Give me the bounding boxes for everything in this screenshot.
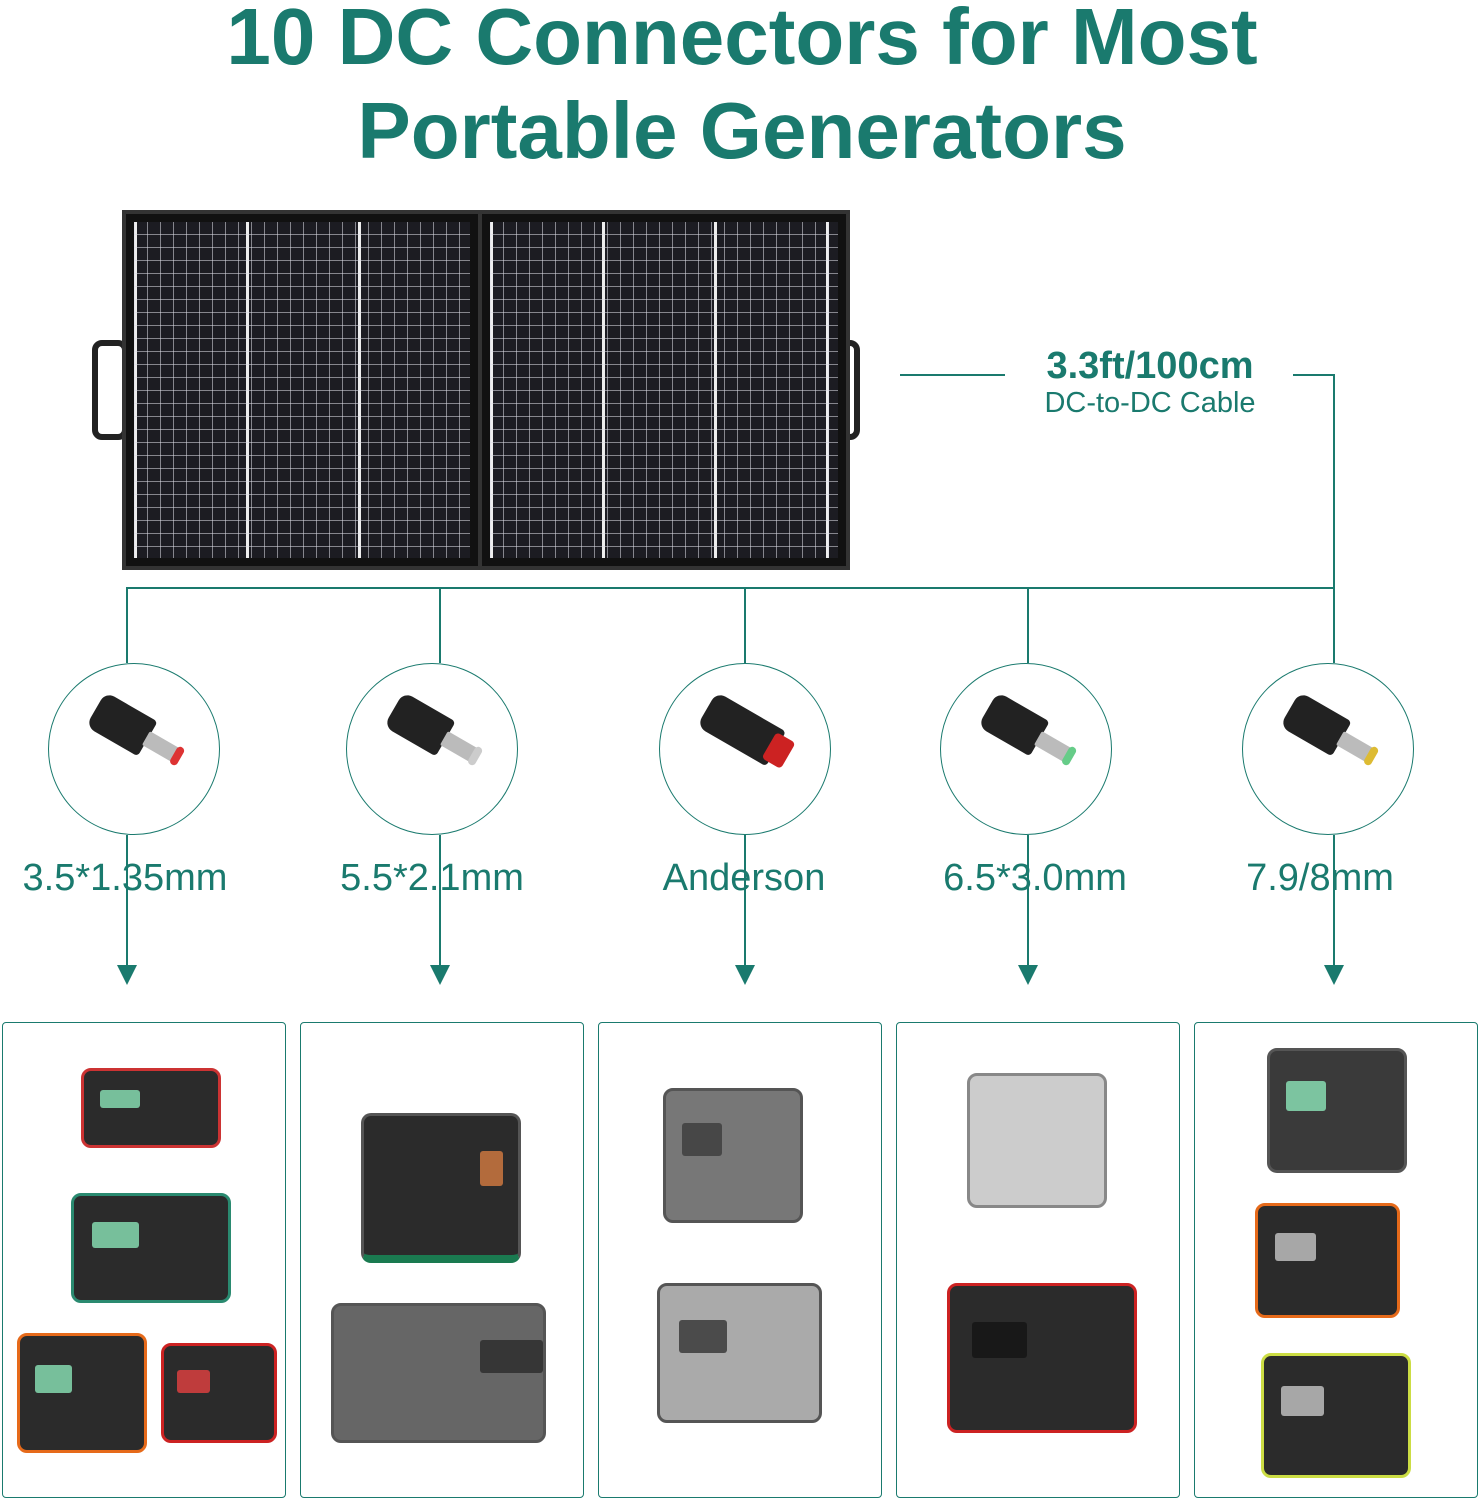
connector-image-4	[940, 663, 1112, 835]
headline-line-2: Portable Generators	[357, 86, 1127, 175]
cable-length: 3.3ft/100cm	[1046, 345, 1254, 387]
connector-image-2	[346, 663, 518, 835]
connector-label-2: 5.5*2.1mm	[340, 857, 524, 899]
connector-image-1	[48, 663, 220, 835]
connector-image-5	[1242, 663, 1414, 835]
generators-box-1	[2, 1022, 286, 1498]
generators-box-4	[896, 1022, 1180, 1498]
cable-description: DC-to-DC Cable	[1044, 387, 1256, 419]
solar-panel-right	[478, 210, 850, 570]
connector-label-4: 6.5*3.0mm	[943, 857, 1127, 899]
cable-spec: 3.3ft/100cm DC-to-DC Cable	[1010, 345, 1290, 419]
connector-label-1: 3.5*1.35mm	[22, 857, 228, 899]
connector-image-3	[659, 663, 831, 835]
headline-line-1: 10 DC Connectors for Most	[226, 0, 1258, 81]
generators-box-5	[1194, 1022, 1478, 1498]
generators-box-3	[598, 1022, 882, 1498]
connector-label-3: Anderson	[662, 857, 826, 899]
connector-label-5: 7.9/8mm	[1246, 857, 1394, 899]
generators-box-2	[300, 1022, 584, 1498]
solar-panel-left	[122, 210, 482, 570]
